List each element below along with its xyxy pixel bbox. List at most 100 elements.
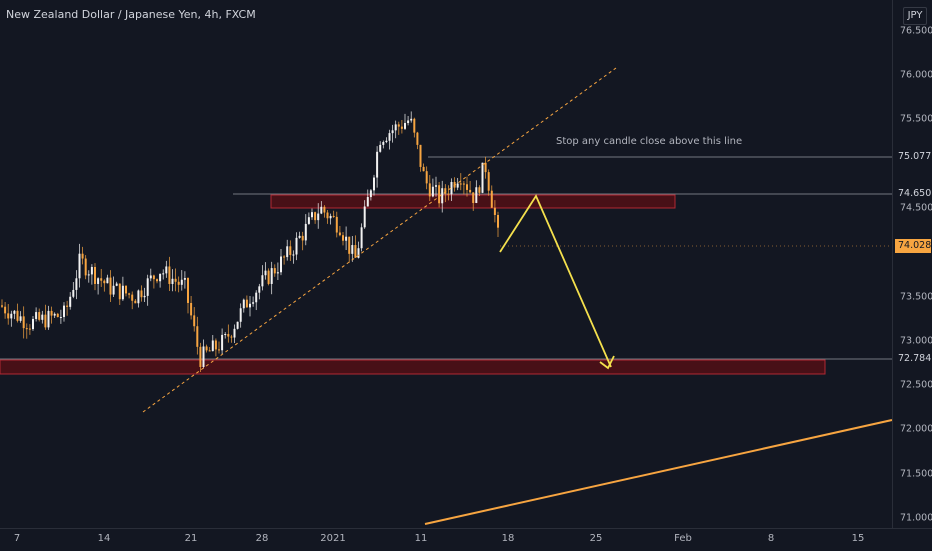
candle-body [180, 279, 183, 285]
candle-body [376, 151, 379, 178]
candle-body [419, 144, 422, 167]
candle-body [69, 296, 72, 307]
candle-body [459, 183, 462, 185]
candle-body [156, 279, 158, 282]
candle-body [75, 278, 78, 290]
candle-body [72, 289, 75, 297]
support-zone [0, 359, 826, 375]
candle-body [295, 237, 298, 255]
candle-body [348, 236, 351, 254]
candle-body [435, 185, 437, 187]
candle-body [493, 207, 496, 215]
candle-body [441, 188, 444, 204]
candle-body [317, 213, 320, 221]
candle-body [475, 187, 478, 203]
candle-body [149, 275, 152, 279]
candle-body [255, 292, 258, 303]
candle-body [267, 270, 270, 284]
candle-body [128, 293, 131, 295]
candle-body [50, 310, 53, 316]
candle-body [25, 328, 28, 330]
candle-body [7, 313, 10, 319]
candle-body [298, 235, 301, 238]
candle-body [456, 183, 459, 188]
candle-body [44, 314, 47, 328]
candle-body [301, 235, 304, 241]
time-axis[interactable] [0, 528, 932, 551]
candle-body [16, 310, 19, 321]
candle-body [391, 130, 394, 134]
candle-body [109, 277, 112, 295]
candle-body [214, 340, 217, 350]
candle-body [233, 328, 236, 338]
time-tick: 2021 [320, 533, 346, 544]
candle-body [481, 162, 484, 193]
candle-body [106, 277, 109, 284]
candle-body [261, 275, 264, 287]
price-tick: 71.000 [900, 512, 932, 524]
candle-body [90, 266, 93, 275]
candle-body [416, 132, 419, 145]
candle-body [134, 300, 137, 304]
candle-body [218, 349, 220, 351]
time-tick: 21 [184, 533, 198, 544]
candle-body [168, 266, 171, 284]
long-trendline [424, 419, 893, 525]
candle-body [125, 285, 127, 294]
candle-body [121, 285, 124, 300]
candle-body [490, 190, 493, 208]
candle-body [47, 310, 50, 328]
candle-body [115, 283, 118, 286]
candle-body [35, 312, 38, 319]
candle-body [53, 313, 56, 316]
candle-body [444, 188, 447, 194]
candle-body [276, 272, 279, 274]
candle-body [63, 305, 65, 317]
stop-line-note: Stop any candle close above this line [556, 136, 743, 147]
time-tick: 28 [255, 533, 269, 544]
price-tick: 72.000 [900, 423, 932, 435]
candle-body [66, 305, 69, 307]
candle-body [28, 328, 31, 330]
candle-body [13, 310, 16, 314]
price-tick: 74.500 [900, 202, 932, 214]
candle-body [335, 216, 338, 233]
candle-body [311, 212, 313, 218]
candle-body [159, 273, 162, 282]
candle-body [208, 350, 211, 352]
candle-body [397, 124, 400, 127]
candle-body [410, 118, 413, 121]
candle-body [357, 248, 360, 258]
time-tick: 14 [97, 533, 111, 544]
candle-body [326, 212, 329, 219]
time-tick: 15 [851, 533, 865, 544]
candle-body [286, 246, 289, 258]
candle-body [236, 321, 239, 329]
candle-body [400, 126, 403, 129]
candle-body [187, 278, 189, 303]
candle-body [366, 197, 369, 207]
candle-body [351, 245, 354, 254]
candle-body [338, 232, 341, 236]
candle-body [4, 306, 7, 314]
candle-body [100, 278, 103, 281]
candle-body [146, 278, 149, 296]
candle-body [22, 316, 25, 329]
time-tick: Feb [674, 533, 692, 544]
candle-body [497, 214, 499, 228]
candle-body [354, 245, 357, 258]
candle-body [137, 290, 140, 304]
candle-body [19, 316, 22, 321]
candle-body [428, 183, 431, 197]
time-tick: 11 [414, 533, 428, 544]
time-tick: 18 [501, 533, 515, 544]
candle-body [289, 246, 292, 255]
candle-body [462, 183, 465, 185]
candle-body [273, 268, 276, 274]
symbol-title: New Zealand Dollar / Japanese Yen, 4h, F… [6, 8, 256, 21]
candle-body [382, 142, 385, 145]
price-axis[interactable] [892, 0, 932, 528]
currency-button[interactable]: JPY [903, 7, 927, 25]
